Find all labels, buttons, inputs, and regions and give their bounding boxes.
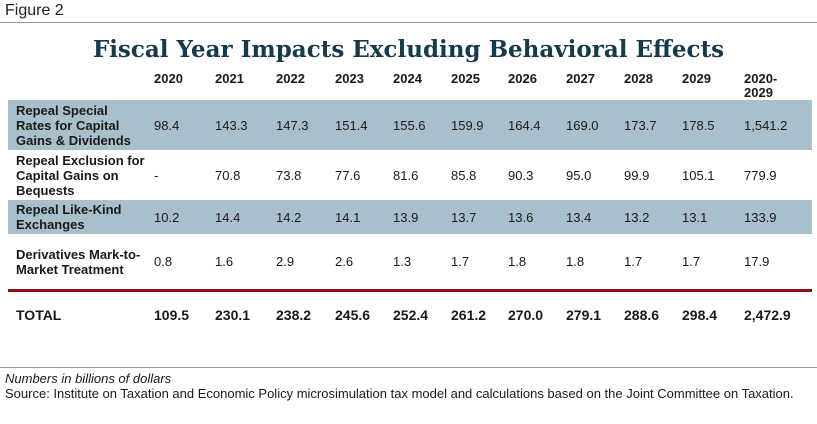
- table-cell: 10.2: [150, 200, 211, 234]
- table-cell: 17.9: [744, 254, 770, 269]
- table-cell: 90.3: [508, 167, 534, 183]
- table-cell: 151.4: [331, 100, 389, 150]
- header-row: 2020 2021 2022 2023 2024 2025 2026 2027 …: [8, 70, 812, 100]
- table-cell: 13.6: [504, 200, 562, 234]
- table-cell: 13.2: [620, 200, 678, 234]
- header-cell: 2023: [335, 71, 364, 86]
- header-cell: 2029: [682, 71, 711, 86]
- table-cell: 1.3: [393, 254, 412, 269]
- total-cell: 230.1: [215, 306, 251, 323]
- table-cell: 13.4: [562, 200, 620, 234]
- header-cell: 2028: [624, 71, 653, 86]
- table-title: Fiscal Year Impacts Excluding Behavioral…: [92, 36, 725, 63]
- table-cell: 14.1: [331, 200, 389, 234]
- table-cell: 14.2: [272, 200, 331, 234]
- row-label: Repeal Like-Kind Exchanges: [8, 200, 150, 234]
- table-cell: 13.1: [678, 200, 740, 234]
- figure-label: Figure 2: [5, 2, 64, 19]
- table-cell: 2.6: [335, 254, 354, 269]
- table-cell: 1.7: [682, 254, 701, 269]
- table-cell: 155.6: [389, 100, 447, 150]
- table-cell: 13.9: [389, 200, 447, 234]
- table-cell: 173.7: [620, 100, 678, 150]
- table-cell: 81.6: [393, 167, 419, 183]
- total-cell: 279.1: [566, 306, 602, 323]
- header-cell-total-range: 2020- 2029: [744, 71, 778, 100]
- table-cell: 147.3: [272, 100, 331, 150]
- header-cell: 2022: [276, 71, 305, 86]
- total-cell: 238.2: [276, 306, 312, 323]
- impacts-table: 2020 2021 2022 2023 2024 2025 2026 2027 …: [8, 70, 812, 332]
- table-cell: 13.7: [447, 200, 504, 234]
- table-cell: 133.9: [740, 200, 812, 234]
- header-cell: 2027: [566, 71, 595, 86]
- table-cell: 1.7: [451, 254, 470, 269]
- table-cell: 85.8: [451, 167, 477, 183]
- header-cell: 2020: [154, 71, 183, 86]
- total-cell: 109.5: [154, 306, 190, 323]
- total-cell: 298.4: [682, 306, 718, 323]
- table-cell: -: [154, 167, 159, 183]
- table-cell: 779.9: [744, 167, 777, 183]
- header-cell: 2026: [508, 71, 537, 86]
- table-cell: 1.8: [508, 254, 527, 269]
- table-cell: 169.0: [562, 100, 620, 150]
- header-blank: [8, 70, 150, 100]
- row-label: Derivatives Mark-to-Market Treatment: [16, 246, 141, 277]
- table-cell: 99.9: [624, 167, 650, 183]
- table-cell: 105.1: [682, 167, 715, 183]
- total-separator: [8, 289, 812, 292]
- table-cell: 1.6: [215, 254, 234, 269]
- total-cell: 245.6: [335, 306, 371, 323]
- table-cell: 2.9: [276, 254, 295, 269]
- total-label: TOTAL: [16, 306, 62, 323]
- table-bottom-rule: [0, 367, 817, 368]
- table-cell: 98.4: [150, 100, 211, 150]
- total-cell: 2,472.9: [744, 306, 791, 323]
- table-cell: 178.5: [678, 100, 740, 150]
- table-cell: 14.4: [211, 200, 272, 234]
- header-cell: 2025: [451, 71, 480, 86]
- total-cell: 252.4: [393, 306, 429, 323]
- units-note: Numbers in billions of dollars: [5, 371, 172, 386]
- figure-top-rule: [0, 22, 817, 23]
- header-cell: 2021: [215, 71, 244, 86]
- table-cell: 1.7: [624, 254, 643, 269]
- table-row: Repeal Like-Kind Exchanges 10.2 14.4 14.…: [8, 200, 812, 234]
- table-cell: 73.8: [276, 167, 302, 183]
- row-label: Repeal Exclusion for Capital Gains on Be…: [16, 152, 145, 198]
- row-label: Repeal Special Rates for Capital Gains &…: [8, 100, 150, 150]
- separator-line: [8, 289, 812, 292]
- table-cell: 159.9: [447, 100, 504, 150]
- table-cell: 164.4: [504, 100, 562, 150]
- table-cell: 77.6: [335, 167, 361, 183]
- total-cell: 261.2: [451, 306, 487, 323]
- table-cell: 0.8: [154, 254, 173, 269]
- total-cell: 270.0: [508, 306, 544, 323]
- table-cell: 1.8: [566, 254, 585, 269]
- table-cell: 70.8: [215, 167, 241, 183]
- table-row: Derivatives Mark-to-Market Treatment 0.8…: [8, 234, 812, 289]
- table-cell: 1,541.2: [740, 100, 812, 150]
- table-row: Repeal Special Rates for Capital Gains &…: [8, 100, 812, 150]
- table-cell: 95.0: [566, 167, 592, 183]
- total-cell: 288.6: [624, 306, 660, 323]
- total-row: TOTAL 109.5 230.1 238.2 245.6 252.4 261.…: [8, 292, 812, 332]
- source-note: Source: Institute on Taxation and Econom…: [5, 386, 794, 401]
- table-cell: 143.3: [211, 100, 272, 150]
- table-row: Repeal Exclusion for Capital Gains on Be…: [8, 150, 812, 200]
- header-cell: 2024: [393, 71, 422, 86]
